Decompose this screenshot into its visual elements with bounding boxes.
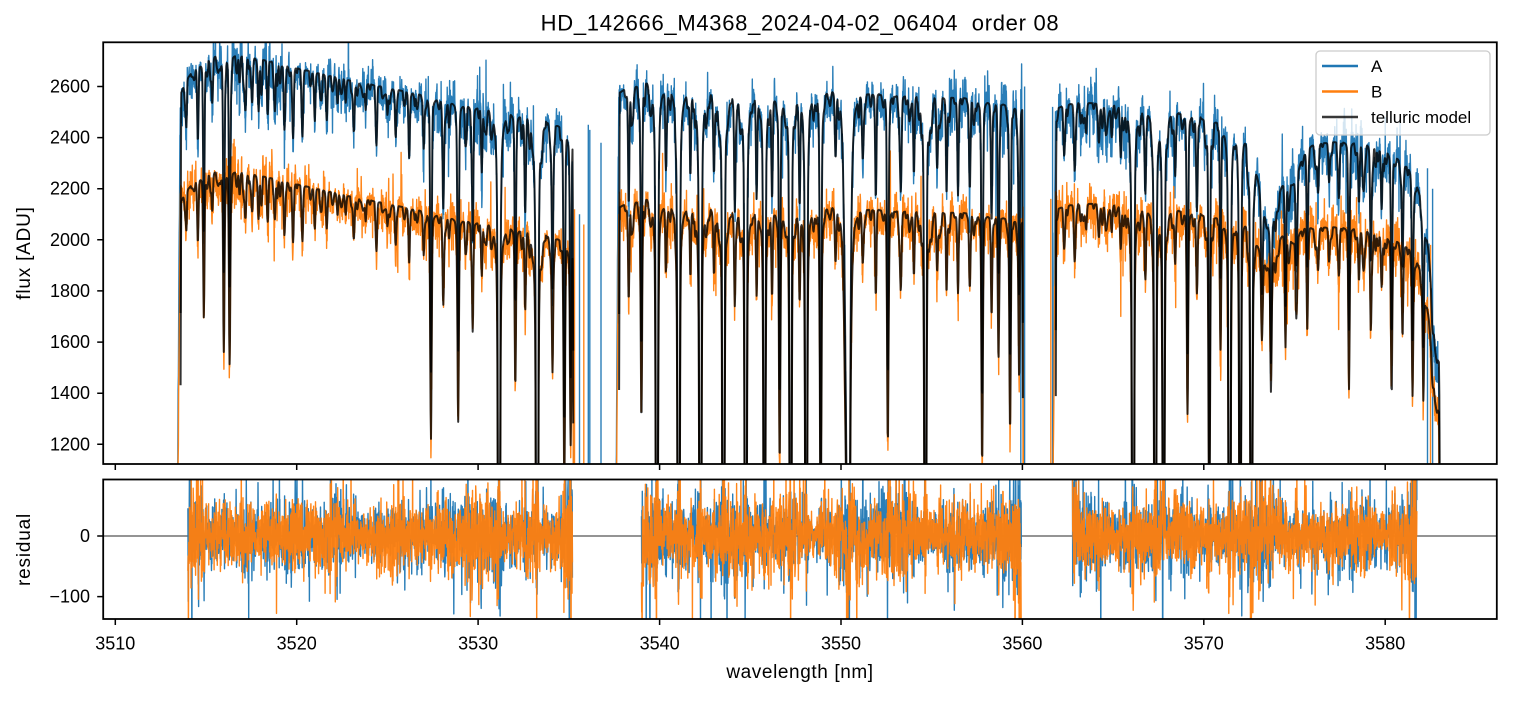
- svg-text:3520: 3520: [277, 634, 317, 654]
- svg-text:telluric model: telluric model: [1371, 108, 1471, 127]
- svg-text:0: 0: [80, 526, 90, 546]
- svg-text:−100: −100: [49, 587, 90, 607]
- svg-text:3580: 3580: [1365, 634, 1405, 654]
- svg-text:2600: 2600: [50, 77, 90, 97]
- svg-text:1600: 1600: [50, 332, 90, 352]
- svg-text:3570: 3570: [1184, 634, 1224, 654]
- svg-text:2000: 2000: [50, 230, 90, 250]
- svg-text:flux [ADU]: flux [ADU]: [14, 206, 35, 300]
- svg-text:3530: 3530: [458, 634, 498, 654]
- svg-text:2200: 2200: [50, 179, 90, 199]
- svg-text:A: A: [1371, 57, 1383, 76]
- svg-text:1200: 1200: [50, 434, 90, 454]
- svg-text:3540: 3540: [640, 634, 680, 654]
- svg-text:1800: 1800: [50, 281, 90, 301]
- svg-text:3510: 3510: [95, 634, 135, 654]
- svg-text:HD_142666_M4368_2024-04-02_064: HD_142666_M4368_2024-04-02_06404 order 0…: [541, 11, 1060, 36]
- svg-text:B: B: [1371, 83, 1382, 102]
- svg-text:2400: 2400: [50, 128, 90, 148]
- svg-text:residual: residual: [14, 513, 35, 586]
- svg-text:3550: 3550: [821, 634, 861, 654]
- svg-text:1400: 1400: [50, 383, 90, 403]
- svg-text:wavelength [nm]: wavelength [nm]: [725, 662, 873, 683]
- svg-text:3560: 3560: [1002, 634, 1042, 654]
